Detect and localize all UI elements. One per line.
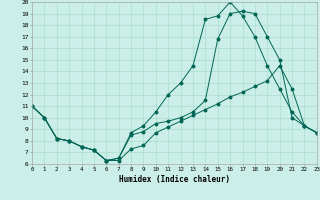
X-axis label: Humidex (Indice chaleur): Humidex (Indice chaleur) — [119, 175, 230, 184]
